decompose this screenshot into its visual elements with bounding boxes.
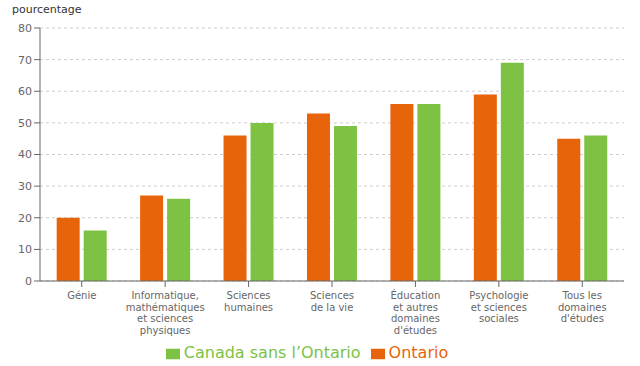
html-text:pourcentage: pourcentage <box>12 3 82 16</box>
html-text:Ontario: Ontario <box>388 343 449 362</box>
svg-text:Psychologieet sciencessociales: Psychologieet sciencessociales <box>469 290 528 324</box>
svg-text:20: 20 <box>18 212 32 225</box>
svg-text:50: 50 <box>18 117 32 130</box>
svg-text:70: 70 <box>18 54 32 67</box>
svg-text:60: 60 <box>18 85 32 98</box>
svg-text:30: 30 <box>18 180 32 193</box>
svg-text:Sciencesde la vie: Sciencesde la vie <box>310 290 354 313</box>
svg-text:Tous lesdomainesd'études: Tous lesdomainesd'études <box>558 290 607 324</box>
svg-text:Scienceshumaines: Scienceshumaines <box>224 290 273 313</box>
svg-text:10: 10 <box>18 243 32 256</box>
svg-text:80: 80 <box>18 22 32 35</box>
svg-text:Éducationet autresdomainesd'ét: Éducationet autresdomainesd'études <box>391 289 441 336</box>
svg-text:Informatique,mathématiqueset s: Informatique,mathématiqueset sciencesphy… <box>126 290 205 336</box>
svg-text:0: 0 <box>25 275 32 288</box>
svg-text:Génie: Génie <box>67 290 96 301</box>
svg-text:40: 40 <box>18 148 32 161</box>
html-text:Canada sans l’Ontario: Canada sans l’Ontario <box>183 343 361 362</box>
